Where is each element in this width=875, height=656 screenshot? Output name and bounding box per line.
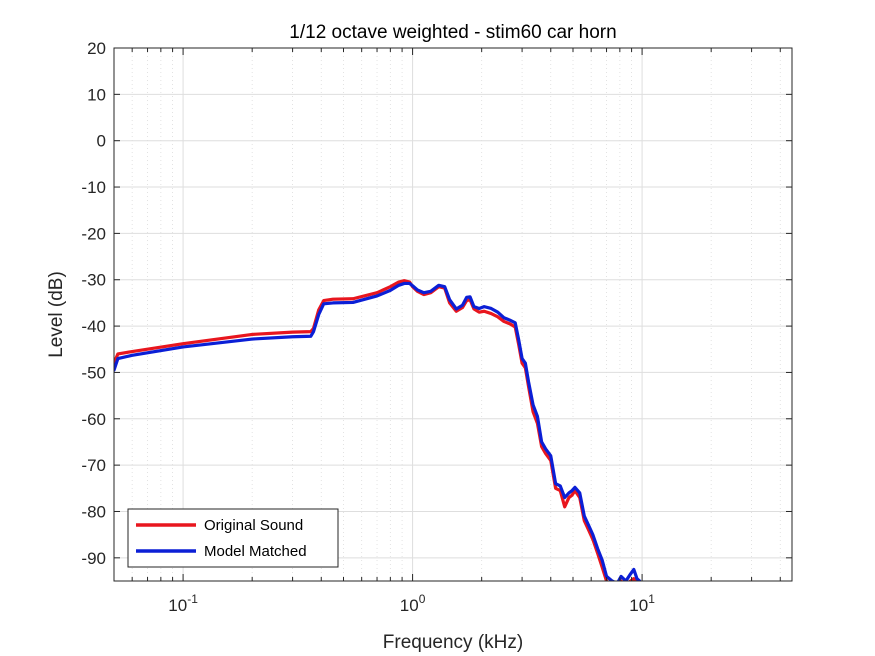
y-tick-label: -80 — [81, 502, 106, 521]
y-tick-label: -60 — [81, 410, 106, 429]
x-tick-label: 10-1 — [168, 592, 198, 615]
legend-label: Original Sound — [204, 517, 303, 534]
plot-area — [114, 48, 792, 581]
x-axis-label: Frequency (kHz) — [383, 632, 523, 653]
x-tick-labels: 10-1 100 101 — [168, 592, 655, 615]
series-line-model-matched — [114, 281, 642, 581]
x-tick-label-exponent: 1 — [648, 592, 655, 606]
axis-ticks — [114, 47, 792, 581]
y-tick-label: -20 — [81, 224, 106, 243]
x-tick-label-base: 10 — [168, 596, 187, 615]
y-axis-label: Level (dB) — [46, 271, 67, 358]
legend-box — [127, 508, 339, 568]
y-tick-label: -70 — [81, 456, 106, 475]
y-tick-label: -40 — [81, 317, 106, 336]
y-tick-label: 0 — [97, 132, 106, 151]
series-layer — [114, 279, 642, 581]
chart-title: 1/12 octave weighted - stim60 car horn — [289, 22, 616, 43]
y-tick-label: 20 — [87, 39, 106, 58]
y-tick-label: -30 — [81, 271, 106, 290]
x-tick-label-base: 10 — [400, 596, 419, 615]
legend: Original Sound Model Matched — [127, 508, 339, 568]
y-tick-label: -90 — [81, 549, 106, 568]
y-tick-label: -50 — [81, 363, 106, 382]
x-tick-label-base: 10 — [629, 596, 648, 615]
x-tick-label-exponent: 0 — [419, 592, 426, 606]
y-tick-labels: 20 10 0 -10 -20 -30 -40 -50 -60 -70 -80 -90 — [81, 39, 106, 568]
x-tick-label-exponent: -1 — [187, 592, 198, 606]
x-tick-label: 101 — [629, 592, 655, 615]
legend-label: Model Matched — [204, 543, 307, 560]
axes-box — [113, 47, 793, 582]
y-tick-label: -10 — [81, 178, 106, 197]
x-tick-label: 100 — [400, 592, 426, 615]
y-tick-label: 10 — [87, 85, 106, 104]
